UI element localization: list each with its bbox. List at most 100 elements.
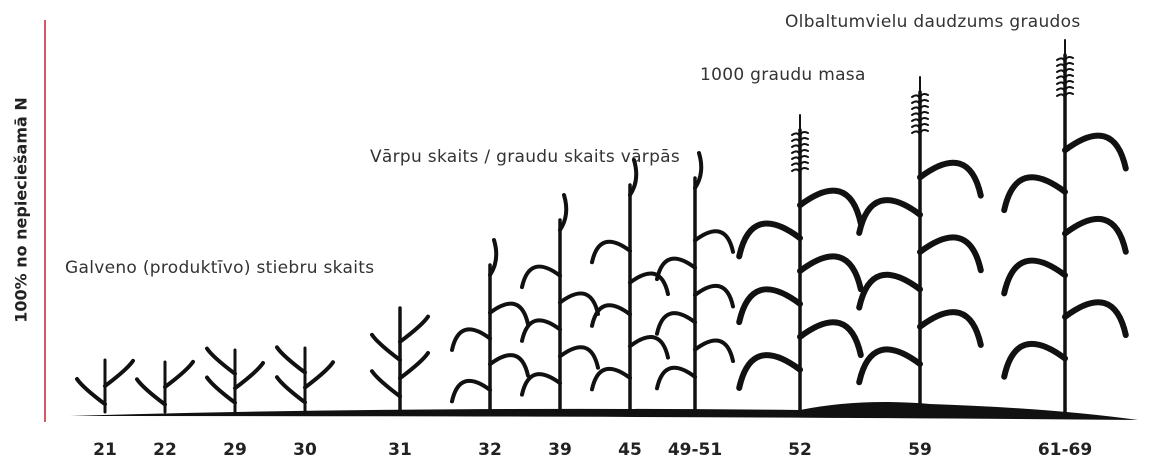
leaf [736,286,803,326]
annotation: Galveno (produktīvo) stiebru skaits [65,258,374,278]
grain [1056,74,1074,81]
plant [205,346,265,414]
leaf [693,283,735,309]
leaf [917,234,984,274]
stage-label: 49-51 [668,440,722,460]
leaf [163,359,195,389]
flag-leaf [628,158,639,197]
grain [911,123,929,130]
plant [75,358,135,414]
plant [275,345,335,414]
leaf [450,378,492,404]
flag-leaf [558,193,569,232]
leaf [520,318,562,343]
stage-label: 45 [618,440,642,460]
grain [791,137,809,144]
stage-label: 61-69 [1038,440,1092,460]
grain [791,155,809,162]
grain [1056,92,1074,99]
leaf [655,365,697,391]
grain [911,117,929,124]
leaf [856,346,923,386]
leaf [917,159,984,199]
leaf [520,264,562,290]
plants [75,39,1129,414]
stage-label: 32 [478,440,502,460]
plant [1001,39,1129,414]
leaf [797,319,864,359]
stage-label: 21 [93,440,117,460]
leaf [693,229,735,254]
grain [911,99,929,106]
leaf [488,353,530,378]
leaf [655,256,697,282]
leaf [1001,340,1068,380]
plant [736,114,864,414]
leaf [856,197,923,236]
flag-leaf [693,151,704,190]
leaf [103,358,135,388]
leaf [370,332,402,362]
leaf [1062,132,1129,172]
stage-label: 31 [388,440,412,460]
leaf [520,372,562,397]
leaf [590,239,632,265]
grain [911,105,929,112]
leaf [233,361,265,391]
plant [520,193,600,414]
leaf [398,314,430,344]
grain [1056,68,1074,75]
plant [590,158,670,414]
grain [791,167,809,174]
leaf [558,291,600,316]
plant [655,151,735,414]
leaf [370,369,402,399]
annotation: Vārpu skaits / graudu skaits vārpās [370,147,680,167]
axis-label: 100% no nepieciešamā N [12,97,31,323]
leaf [797,187,864,227]
leaf [736,352,803,391]
flag-leaf [488,238,499,277]
annotation: Olbaltumvielu daudzums graudos [785,12,1081,32]
plant [450,238,530,414]
grain [791,161,809,168]
leaf [590,303,632,328]
leaf [655,311,697,336]
grain [911,111,929,118]
leaf [275,345,307,375]
leaf [1001,174,1068,214]
leaf [558,345,600,370]
stage-label: 59 [908,440,932,460]
leaf [75,377,107,407]
stage-label: 52 [788,440,812,460]
grain [1056,86,1074,93]
stage-label: 22 [153,440,177,460]
grain [1056,62,1074,69]
plant [370,306,430,414]
plant [856,76,984,414]
leaf [628,271,670,297]
leaf [135,377,167,407]
leaf [628,335,670,360]
leaf [693,338,735,363]
leaf [450,327,492,352]
plant [135,359,195,414]
ground [70,402,1138,420]
leaf [1062,299,1129,339]
leaf [590,366,632,392]
stage-label: 30 [293,440,317,460]
leaf [856,271,923,311]
leaf [1001,257,1068,297]
grain [911,129,929,136]
leaf [398,351,430,381]
leaf [1062,215,1129,255]
leaf [917,309,984,348]
stage-label: 29 [223,440,247,460]
leaf [303,360,335,390]
leaf [205,346,237,376]
annotation: 1000 graudu masa [700,65,866,85]
leaf [488,301,530,327]
grain [791,143,809,150]
